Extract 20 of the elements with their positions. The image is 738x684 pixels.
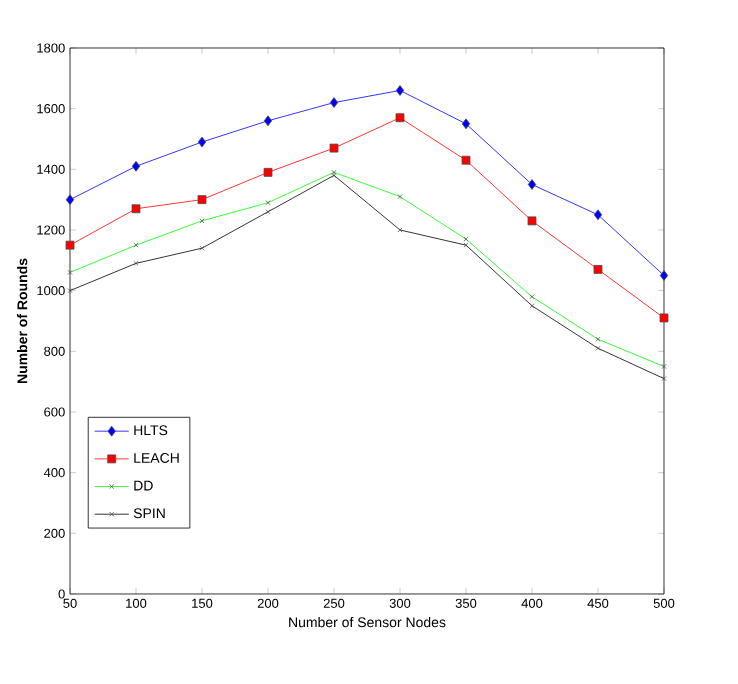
point xyxy=(593,209,603,221)
point xyxy=(395,113,405,123)
point xyxy=(197,195,207,205)
point xyxy=(131,204,141,214)
point xyxy=(659,270,669,281)
point xyxy=(263,167,273,177)
point xyxy=(131,160,141,172)
point xyxy=(329,143,339,153)
point xyxy=(329,97,339,108)
point xyxy=(593,265,603,274)
point xyxy=(263,115,273,127)
point xyxy=(461,155,471,165)
point xyxy=(395,85,405,96)
point xyxy=(659,313,669,323)
point xyxy=(197,136,207,148)
point xyxy=(527,216,537,226)
point xyxy=(65,240,75,250)
point xyxy=(65,194,75,206)
point xyxy=(527,179,537,190)
point xyxy=(461,118,471,130)
